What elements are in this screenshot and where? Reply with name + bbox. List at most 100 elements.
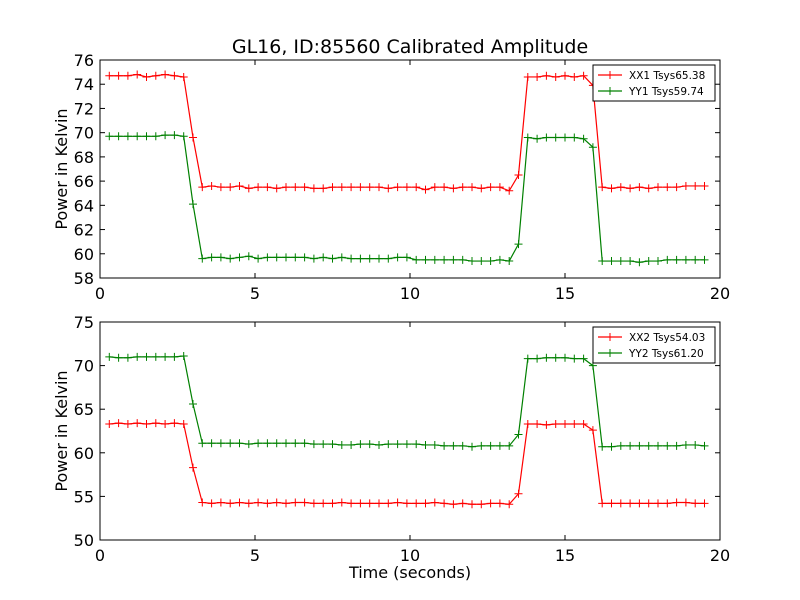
top-series-2-point [105, 132, 114, 141]
bottom-series-2-point [300, 439, 309, 448]
bottom-series-2-point [337, 440, 346, 449]
bottom-series-2-point [449, 441, 458, 450]
bottom-series-1-point [282, 499, 290, 508]
bottom-series-1-point [440, 499, 449, 508]
top-legend-label-2: YY1 Tsys59.74 [628, 86, 704, 98]
top-series-2-point [588, 143, 597, 152]
top-series-2-point [328, 254, 337, 263]
bottom-series-1-point [337, 498, 346, 507]
bottom-series-2-point [495, 441, 504, 450]
top-series-1-point [170, 71, 179, 80]
bottom-x-tick-label: 15 [555, 546, 575, 565]
bottom-x-tick-label: 20 [710, 546, 730, 565]
top-series-2-point [654, 257, 662, 266]
top-series-2-point [579, 134, 588, 143]
bottom-series-2-point [347, 440, 356, 449]
top-series-1-point [635, 183, 644, 192]
bottom-series-1-point [551, 420, 560, 429]
top-series-2-point [161, 131, 170, 140]
bottom-series-2-point [133, 352, 142, 361]
bottom-series-2-point [282, 439, 290, 448]
top-series-2-point [282, 253, 290, 262]
top-y-tick-label: 58 [74, 269, 94, 288]
bottom-series-2-point [198, 439, 207, 448]
bottom-series-2-point [523, 354, 532, 363]
top-series-1-point [570, 72, 579, 81]
top-y-tick-label: 72 [74, 99, 94, 118]
top-legend-marker-1 [606, 71, 614, 79]
top-series-2-point [142, 132, 151, 141]
bottom-series-1-point [430, 498, 439, 507]
bottom-series-2-point [430, 440, 439, 449]
top-series-2-point [402, 253, 411, 262]
bottom-series-2-point [421, 440, 430, 449]
top-series-2-point [375, 254, 383, 263]
bottom-series-1-point [133, 419, 142, 428]
top-series-1-point [105, 71, 114, 80]
top-series-2-point [607, 257, 616, 266]
top-series-1-point [291, 183, 300, 192]
top-series-1-point [319, 184, 328, 193]
top-subplot: 0 5 10 15 20 58 60 62 64 66 68 70 72 74 76 Power in Kel… [52, 51, 730, 303]
bottom-series-2-point [626, 441, 635, 450]
bottom-series-2-point [644, 441, 653, 450]
top-series-2-point [300, 253, 309, 262]
top-series-2-point [551, 133, 560, 142]
top-series-2-point [151, 132, 160, 141]
bottom-series-1-point [449, 500, 458, 509]
top-series-2-point [263, 253, 272, 262]
top-series-1-point [347, 183, 356, 192]
top-series-2-point [616, 257, 625, 266]
bottom-series-2-point [123, 353, 132, 362]
top-series-2-point [244, 252, 253, 261]
top-series-2-point [598, 257, 607, 266]
bottom-series-1-point [198, 498, 207, 507]
top-series-2-point [440, 255, 449, 264]
bottom-series-1-point [375, 499, 383, 508]
top-series-1-point [309, 184, 318, 193]
bottom-legend-label-2: YY2 Tsys61.20 [628, 348, 704, 360]
top-series-2-point [561, 133, 569, 142]
top-series-1-point [542, 71, 551, 80]
top-series-1-point [430, 183, 439, 192]
bottom-series-2-point [328, 440, 337, 449]
bottom-series-1-point [207, 499, 216, 508]
top-series-2-point [123, 132, 132, 141]
bottom-series-2-point [216, 439, 225, 448]
bottom-series-1-point [607, 499, 616, 508]
bottom-series-1-point [319, 499, 328, 508]
bottom-series-2-point [551, 353, 560, 362]
bottom-series-1-point [570, 420, 579, 429]
bottom-series-2-point [598, 442, 607, 451]
bottom-series-2-point [542, 353, 551, 362]
top-y-tick-label: 66 [74, 172, 94, 191]
top-series-2-point [254, 254, 263, 263]
top-series-1-point [337, 183, 346, 192]
top-y-tick-label: 76 [74, 51, 94, 70]
top-series-2-point [626, 257, 635, 266]
top-series-2-point [384, 254, 393, 263]
top-x-tick-label: 0 [95, 284, 105, 303]
top-series-2-point [356, 254, 365, 263]
bottom-y-tick-label: 60 [74, 444, 94, 463]
bottom-series-2-point [151, 352, 160, 361]
bottom-series-2-point [561, 353, 569, 362]
top-series-1-point [412, 183, 421, 192]
bottom-x-tick-label: 5 [250, 546, 260, 565]
top-y-tick-label: 74 [74, 75, 94, 94]
top-series-2-point [170, 131, 179, 140]
top-series-1-point [151, 71, 160, 80]
top-y-tick-label: 60 [74, 245, 94, 264]
top-series-1-point [449, 184, 458, 193]
top-series-2-point [449, 255, 458, 264]
bottom-series-2-point [458, 441, 467, 450]
top-series-1-point [514, 171, 523, 180]
top-series-2-point [179, 132, 188, 141]
top-series-2-point [272, 253, 281, 262]
top-series-1-point [142, 72, 151, 81]
top-x-tick-label: 20 [710, 284, 730, 303]
bottom-series-2-point [365, 440, 374, 449]
bottom-series-1-point [458, 499, 467, 508]
top-series-2-point [319, 253, 328, 262]
top-series-1-point [216, 183, 225, 192]
